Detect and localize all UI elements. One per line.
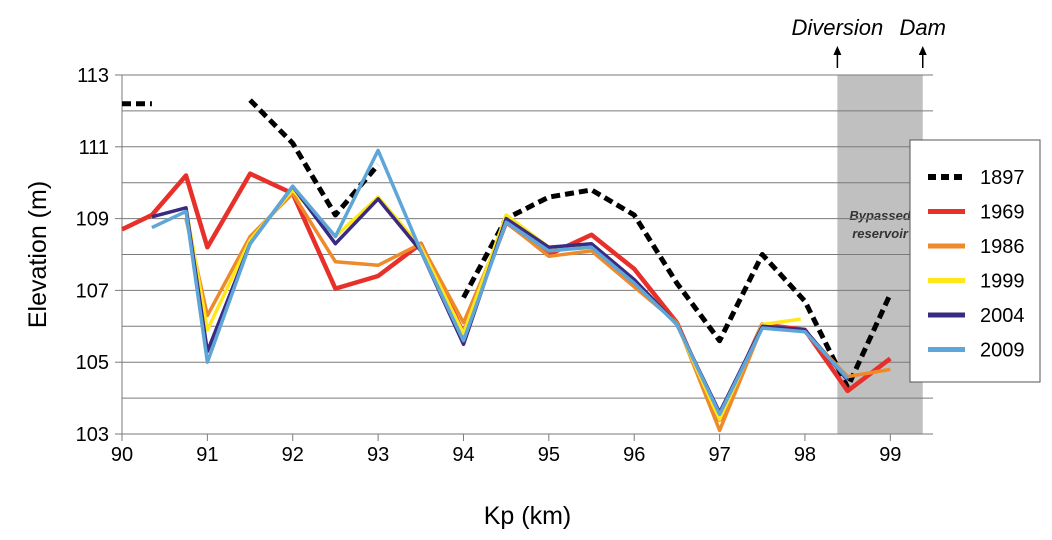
legend-box bbox=[909, 139, 1041, 383]
x-tick-label: 90 bbox=[111, 444, 133, 466]
legend-label-1969: 1969 bbox=[980, 202, 1025, 224]
annotation-arrowhead bbox=[918, 46, 927, 55]
series-line-2009 bbox=[151, 148, 849, 417]
x-tick-label: 95 bbox=[538, 444, 560, 466]
y-tick-label: 103 bbox=[76, 424, 109, 446]
series-2004 bbox=[151, 184, 849, 415]
x-tick-label: 92 bbox=[282, 444, 304, 466]
x-tick-label: 99 bbox=[879, 444, 901, 466]
x-axis-label: Kp (km) bbox=[484, 502, 572, 530]
x-tick-label: 98 bbox=[794, 444, 816, 466]
y-tick-label: 111 bbox=[79, 137, 109, 159]
annotation-arrowhead bbox=[833, 46, 842, 55]
x-tick-label: 94 bbox=[452, 444, 474, 466]
y-tick-label: 109 bbox=[76, 209, 109, 231]
series-1897 bbox=[122, 98, 893, 390]
legend-label-2004: 2004 bbox=[980, 305, 1025, 327]
legend-label-2009: 2009 bbox=[980, 340, 1025, 362]
x-tick-label: 96 bbox=[623, 444, 645, 466]
y-tick-label: 113 bbox=[77, 65, 109, 87]
legend-label-1897: 1897 bbox=[980, 167, 1025, 189]
legend-label-1999: 1999 bbox=[980, 271, 1025, 293]
series-line-1969 bbox=[121, 171, 892, 422]
x-tick-label: 93 bbox=[367, 444, 389, 466]
y-tick-label: 105 bbox=[76, 352, 109, 374]
bypassed-reservoir-label: Bypassed reservoir bbox=[849, 208, 911, 241]
y-axis-label: Elevation (m) bbox=[24, 181, 52, 328]
x-tick-label: 91 bbox=[196, 444, 218, 466]
annotation-dam: Dam bbox=[900, 15, 946, 40]
x-tick-label: 97 bbox=[708, 444, 730, 466]
series-2009 bbox=[151, 148, 849, 417]
series-line-1986 bbox=[184, 191, 891, 433]
series-line-2004 bbox=[151, 184, 849, 415]
series-line-1897 bbox=[248, 98, 381, 218]
y-tick-label: 107 bbox=[76, 280, 109, 302]
series-line-1999 bbox=[184, 188, 801, 422]
series-1986 bbox=[184, 191, 891, 433]
annotation-diversion: Diversion bbox=[792, 15, 884, 40]
series-1999 bbox=[184, 188, 801, 422]
legend-label-1986: 1986 bbox=[980, 236, 1025, 258]
series-1969 bbox=[121, 171, 892, 422]
series-line-1897 bbox=[461, 187, 893, 390]
